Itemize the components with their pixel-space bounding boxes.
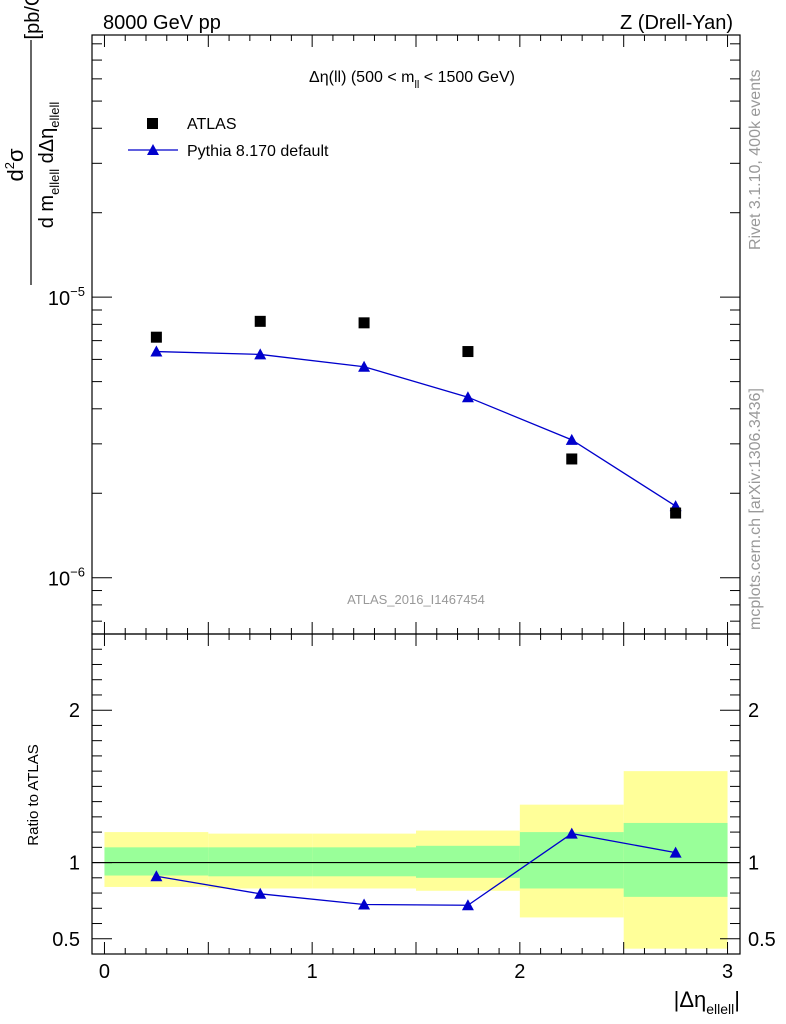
ylabel-numer-sup: 2 bbox=[2, 162, 17, 169]
ratio-pythia-point bbox=[669, 846, 682, 858]
ylabel-denom-b-sub: ellell bbox=[47, 102, 62, 128]
ratio-xtick-label: 0 bbox=[99, 961, 110, 983]
xlabel-main: |Δη bbox=[674, 987, 707, 1012]
pythia-point bbox=[150, 345, 163, 357]
ratio-pythia-point bbox=[461, 899, 474, 911]
legend-atlas-marker bbox=[147, 118, 158, 129]
header-left: 8000 GeV pp bbox=[103, 12, 221, 34]
ratio-xtick-label: 2 bbox=[514, 961, 525, 983]
atlas-point bbox=[670, 507, 682, 519]
ratio-pythia-point bbox=[254, 887, 267, 899]
legend-pythia-label: Pythia 8.170 default bbox=[187, 143, 329, 160]
ratio-ytick-label-right: 1 bbox=[748, 853, 759, 875]
ratio-ylabel: Ratio to ATLAS bbox=[25, 744, 42, 845]
ylabel-denom-a-sub: ellell bbox=[47, 169, 62, 195]
main-ytick-label-exp: −6 bbox=[70, 565, 85, 580]
pythia-line bbox=[156, 350, 676, 507]
main-ytick-label-base: 10 bbox=[48, 288, 70, 310]
main-ytick-label: 10−5 bbox=[48, 284, 85, 310]
stat-uncertainty-band bbox=[312, 847, 416, 877]
ratio-bands bbox=[104, 771, 728, 949]
ylabel-denom-b: dΔη bbox=[36, 128, 58, 169]
ylabel-denom-a: d m bbox=[36, 195, 58, 228]
atlas-point bbox=[150, 331, 162, 343]
atlas-point bbox=[358, 317, 370, 329]
pythia-point bbox=[461, 391, 474, 403]
xlabel-tail: | bbox=[734, 987, 740, 1012]
ratio-xtick-label: 3 bbox=[722, 961, 733, 983]
ratio-xtick-label: 1 bbox=[307, 961, 318, 983]
stat-uncertainty-band bbox=[208, 847, 313, 877]
main-marks bbox=[150, 315, 682, 519]
stat-uncertainty-band bbox=[416, 845, 520, 878]
ylabel-denominator: d mellell dΔηellell bbox=[36, 102, 62, 229]
rivet-label: Rivet 3.1.10, 400k events bbox=[747, 69, 764, 250]
chart-title: Δη(ll) (500 < mll < 1500 GeV) bbox=[309, 69, 515, 91]
atlas-point bbox=[254, 315, 266, 327]
atlas-point bbox=[566, 453, 578, 465]
main-panel: 10−610−5 Δη(ll) (500 < mll < 1500 GeV) A… bbox=[2, 0, 741, 635]
stat-uncertainty-band bbox=[623, 822, 728, 897]
pythia-point bbox=[358, 360, 371, 372]
legend: ATLAS Pythia 8.170 default bbox=[128, 116, 329, 160]
ylabel-numerator: d2σ bbox=[2, 148, 28, 181]
ylabel-units: [pb/GeV] bbox=[22, 0, 44, 39]
legend-atlas-label: ATLAS bbox=[187, 116, 237, 133]
chart-title-main: Δη(ll) (500 < m bbox=[309, 69, 414, 86]
ratio-ticks: 0.5 0.5 1 1 2 2 0 1 2 3 bbox=[52, 633, 776, 983]
ratio-ytick-label-left: 1 bbox=[69, 853, 80, 875]
main-ytick-label-exp: −5 bbox=[70, 284, 85, 299]
analysis-watermark: ATLAS_2016_I1467454 bbox=[347, 592, 485, 607]
ratio-ytick-label-left: 2 bbox=[69, 700, 80, 722]
atlas-point bbox=[462, 346, 474, 358]
legend-pythia-marker bbox=[147, 144, 159, 155]
ylabel-numer-d: d bbox=[3, 169, 28, 181]
stat-uncertainty-band bbox=[519, 832, 624, 889]
chart-title-tail: < 1500 GeV) bbox=[419, 69, 515, 86]
ratio-panel: 0.5 0.5 1 1 2 2 0 1 2 3 Ratio to ATLAS |Δηellell| bbox=[25, 633, 776, 1017]
main-ticks: 10−610−5 bbox=[48, 35, 740, 634]
main-ytick-label: 10−6 bbox=[48, 565, 85, 591]
main-ylabel: d2σ d mellell dΔηellell [pb/GeV] bbox=[2, 0, 62, 285]
pythia-point bbox=[565, 433, 578, 445]
header-right: Z (Drell-Yan) bbox=[620, 12, 733, 34]
xlabel-sub: ellell bbox=[706, 1001, 734, 1017]
pythia-point bbox=[254, 348, 267, 360]
ylabel-numer-sigma: σ bbox=[3, 148, 28, 162]
ratio-ytick-label-right: 0.5 bbox=[748, 929, 776, 951]
ratio-pythia-point bbox=[358, 898, 371, 910]
chart-title-sub: ll bbox=[414, 79, 419, 91]
ratio-xlabel: |Δηellell| bbox=[674, 987, 740, 1017]
main-ytick-label-base: 10 bbox=[48, 569, 70, 591]
ratio-pythia-point bbox=[565, 827, 578, 839]
ratio-ytick-label-right: 2 bbox=[748, 700, 759, 722]
source-label: mcplots.cern.ch [arXiv:1306.3436] bbox=[747, 388, 764, 630]
ratio-pythia-point bbox=[150, 870, 163, 882]
ratio-ytick-label-left: 0.5 bbox=[52, 929, 80, 951]
ratio-marks bbox=[92, 827, 740, 911]
ratio-pythia-line bbox=[156, 832, 676, 906]
